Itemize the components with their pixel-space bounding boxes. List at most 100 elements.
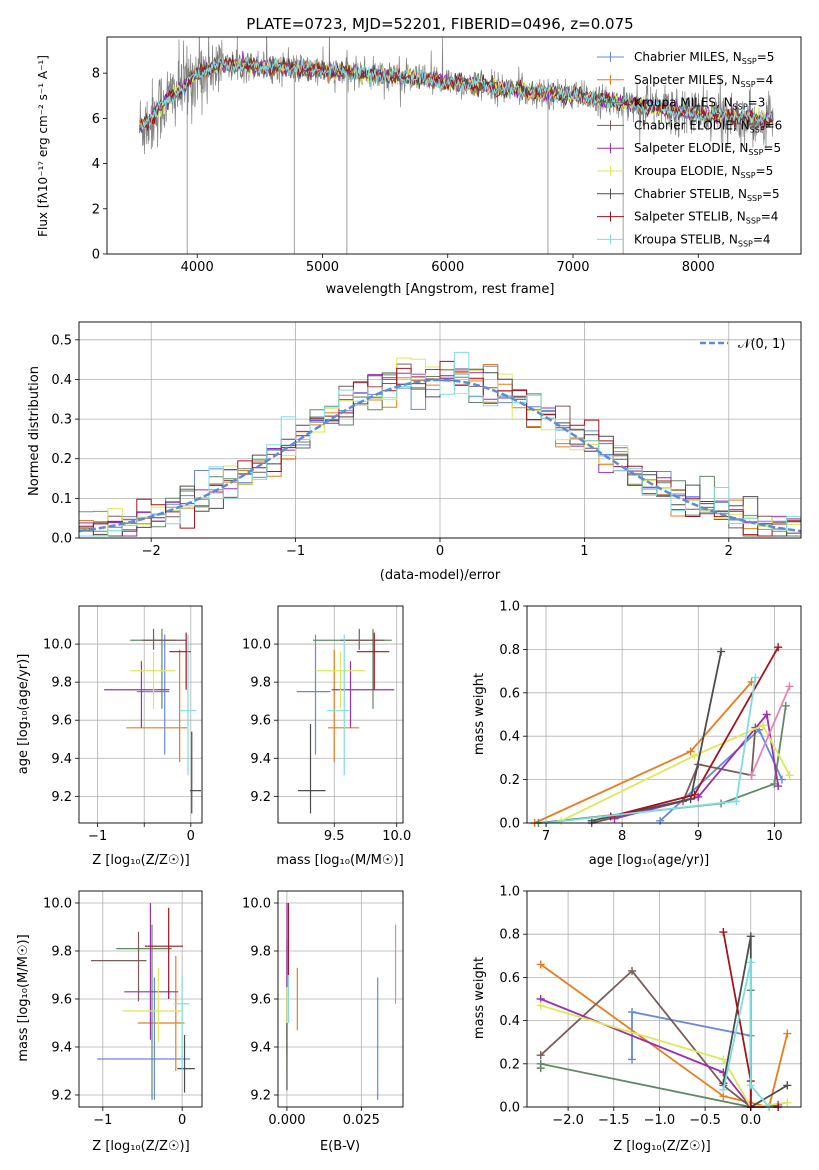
spectrum-panel: 4000 5000 6000 7000 8000 0 2 4 6 8 Chabrier MILES… [36,36,802,297]
y-tick-label: 9.6 [250,714,271,729]
mass-vs-extinction-xlabel: E(B-V) [320,1139,360,1154]
x-tick-label: 6000 [431,260,464,275]
errorbar-point [328,649,360,763]
errorbar-point [137,955,185,1071]
errorbar-point [124,903,179,1040]
y-tick-label: 9.4 [51,752,72,767]
age-vs-metallicity-errorbars [104,628,202,814]
y-tick-label: 0.2 [499,773,520,788]
weight-vs-age-xlabel: age [log₁₀(age/yr)] [589,853,710,868]
x-tick-label: −0.5 [689,1113,721,1128]
y-tick-label: 9.2 [250,1089,271,1104]
y-tick-label: 10.0 [43,638,72,653]
mass-vs-extinction-axes: 0.000 0.025 9.2 9.4 9.6 9.8 10.0 [242,890,404,1128]
x-tick-label: −1 [88,829,107,844]
y-tick-label: 0.3 [51,413,72,428]
x-tick-label: −2 [142,544,161,559]
x-tick-label: 10.0 [382,829,411,844]
y-tick-label: 9.6 [51,714,72,729]
y-tick-label: 9.4 [250,752,271,767]
y-tick-label: 9.8 [250,676,271,691]
weight-marker [777,775,786,784]
weight-series-4 [614,712,780,820]
y-tick-label: 0.0 [51,532,72,547]
errorbar-point [126,649,188,763]
x-tick-label: 1 [580,544,588,559]
weight-marker [719,1085,728,1094]
weight-marker [732,797,741,806]
model-spectrum-8 [139,56,773,130]
y-tick-label: 9.6 [51,993,72,1008]
figure-title: PLATE=0723, MJD=52201, FIBERID=0496, z=0… [246,15,633,33]
weight-marker [628,966,637,975]
weight-marker [746,958,755,967]
weight-marker [783,1081,792,1090]
weight-marker [686,747,695,756]
weight-marker [781,701,790,710]
plot-frame [78,605,203,824]
x-tick-label: 8000 [682,260,715,275]
plot-frame [526,605,802,824]
weight-marker [785,771,794,780]
x-tick-label: 0 [187,829,195,844]
y-tick-label: 9.8 [51,945,72,960]
age-vs-metallicity-xlabel: Z [log₁₀(Z/Z☉)] [92,853,189,868]
y-tick-label: 9.4 [51,1041,72,1056]
spectrum-plot-area [139,37,774,254]
x-tick-label: 5000 [306,260,339,275]
mass-vs-metallicity-ylabel: mass [log₁₀(M/M☉)] [16,934,31,1061]
age-vs-mass-xlabel: mass [log₁₀(M/M☉)] [276,853,403,868]
errorbar-point [174,975,190,1071]
weight-vs-age-grid [527,605,801,824]
gaussian-legend-label: 𝒩(0, 1) [738,337,785,352]
y-tick-label: 9.8 [51,676,72,691]
y-tick-label: 2 [92,202,100,217]
errorbar-point [169,632,191,690]
y-tick-label: 0.4 [499,730,520,745]
mass-vs-metallicity-grid [79,891,202,1107]
weight-series-8 [722,962,770,1108]
weight-marker [690,790,699,799]
weight-series-3 [540,969,752,1108]
legend-entry: Chabrier MILES, NSSP=5 [634,50,774,66]
x-tick-label: 0 [436,544,444,559]
y-tick-label: 0.4 [51,373,72,388]
weight-marker [747,771,756,780]
weight-marker [536,960,545,969]
weight-marker [774,782,783,791]
weight-marker [690,751,699,760]
y-tick-label: 0.5 [51,333,72,348]
legend-entry: Chabrier STELIB, NSSP=5 [634,187,780,203]
weight-vs-age-lines [530,643,794,827]
y-tick-label: 9.6 [250,993,271,1008]
weight-marker [719,928,728,937]
age-vs-metallicity-ylabel: age [log₁₀(age/yr)] [16,654,31,775]
legend-entry: Chabrier ELODIE, NSSP=6 [634,118,782,134]
weight-vs-age-ylabel: mass weight [472,673,487,755]
errorbar-point [177,1035,195,1093]
residuals-xlabel: (data-model)/error [380,568,501,583]
age-vs-metallicity-panel: −1 0 9.2 9.4 9.6 9.8 10.0 Z [log₁₀(Z/Z☉)] age … [16,605,203,868]
y-tick-label: 9.2 [51,1089,72,1104]
errorbar-point [144,907,183,999]
errorbar-point [296,634,331,755]
mass-vs-metallicity-panel: −1 0 9.2 9.4 9.6 9.8 10.0 Z [log₁₀(Z/Z☉)] mass… [16,890,203,1154]
weight-marker [536,1001,545,1010]
weight-vs-metallicity-lines [536,928,792,1111]
y-tick-label: 9.2 [51,790,72,805]
x-tick-label: 9 [694,829,702,844]
age-vs-mass-grid [278,606,403,823]
errorbar-point [298,724,326,814]
mass-vs-metallicity-axes: −1 0 9.2 9.4 9.6 9.8 10.0 [43,890,203,1128]
weight-marker [719,1055,728,1064]
weight-series-2 [539,990,752,1109]
x-tick-label: 0.0 [740,1113,761,1128]
spectrum-xlabel: wavelength [Angstrom, rest frame] [326,282,555,297]
mass-vs-metallicity-xlabel: Z [log₁₀(Z/Z☉)] [92,1139,189,1154]
legend-entry: Salpeter STELIB, NSSP=4 [634,210,778,226]
errorbar-point [142,628,187,650]
x-tick-label: 9.5 [324,829,345,844]
mass-vs-extinction-errorbars [286,903,397,1100]
x-tick-label: −1.5 [598,1113,630,1128]
y-tick-label: 9.4 [250,1041,271,1056]
